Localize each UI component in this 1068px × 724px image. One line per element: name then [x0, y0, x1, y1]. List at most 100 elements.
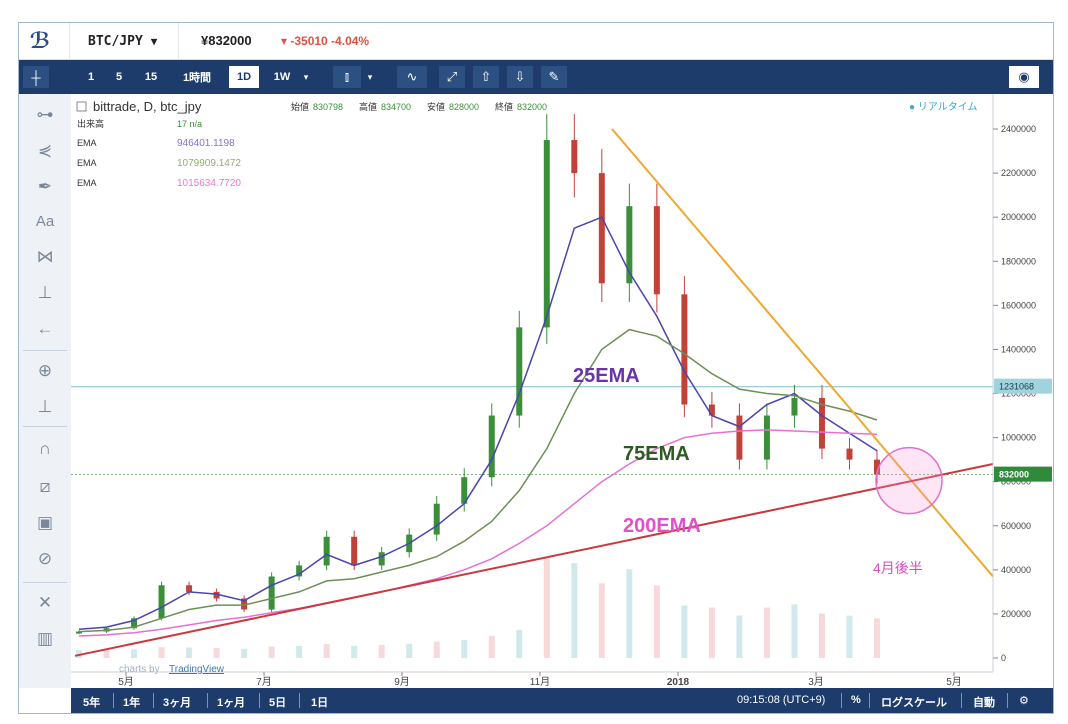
- candle-body: [736, 415, 743, 460]
- fork-tool-icon[interactable]: ⋞: [37, 141, 53, 160]
- x-tick-label: 9月: [394, 676, 410, 688]
- crosshair-icon[interactable]: ┼: [23, 66, 49, 88]
- x-tick-label: 3月: [808, 676, 824, 688]
- interval-1h[interactable]: 1時間: [182, 72, 212, 84]
- candle-body: [598, 173, 605, 284]
- ema-label: EMA: [77, 158, 97, 168]
- hide-icon[interactable]: ⊘: [37, 549, 53, 568]
- price-chart[interactable]: 0200000400000600000800000100000012000001…: [71, 94, 1053, 688]
- percent-toggle[interactable]: %: [851, 694, 861, 706]
- pattern-tool-icon[interactable]: ⋈: [36, 247, 54, 266]
- range-5y[interactable]: 5年: [83, 697, 101, 709]
- interval-5[interactable]: 5: [115, 71, 123, 83]
- y-tick-label: 2000000: [1001, 212, 1036, 222]
- volume-bar: [296, 645, 303, 658]
- watermark-brand[interactable]: TradingView: [169, 664, 225, 675]
- volume-bar: [213, 648, 220, 658]
- upload-icon[interactable]: ⇧: [473, 66, 499, 88]
- ohlc-label: 終値: [495, 101, 513, 112]
- symbol-label: BTC/JPY: [88, 33, 143, 49]
- camera-icon[interactable]: ◉: [1009, 66, 1039, 88]
- bottom-divider: [299, 693, 300, 708]
- text-tool-icon[interactable]: Aa: [35, 212, 55, 230]
- stay-drawing-icon[interactable]: ⧄: [39, 477, 51, 496]
- volume-bar: [406, 643, 413, 658]
- candle-body: [158, 585, 165, 619]
- volume-bar: [763, 607, 770, 658]
- candle-body: [874, 459, 880, 475]
- sidebar-divider: [23, 350, 67, 351]
- y-tick-label: 400000: [1001, 565, 1031, 575]
- log-scale-toggle[interactable]: ログスケール: [881, 697, 947, 709]
- y-tick-label: 800000: [1001, 477, 1031, 487]
- series-line-200ema: [78, 429, 878, 637]
- legend-title: bittrade, D, btc_jpy: [93, 99, 202, 114]
- line-tool-icon[interactable]: ⊶: [36, 105, 54, 124]
- interval-1w[interactable]: 1W: [273, 71, 291, 83]
- last-price: ¥832000: [201, 33, 252, 48]
- candle-body: [846, 448, 853, 460]
- candle-body: [241, 598, 248, 610]
- range-1y[interactable]: 1年: [123, 697, 141, 709]
- volume-bar: [571, 563, 578, 658]
- x-tick-label: 2018: [667, 677, 690, 688]
- zoom-in-icon[interactable]: ⊕: [37, 361, 53, 380]
- download-icon[interactable]: ⇩: [507, 66, 533, 88]
- lock-icon[interactable]: ▣: [36, 513, 54, 532]
- price-change-value: -35010 -4.04%: [290, 34, 370, 48]
- trendline-resistance[interactable]: [611, 128, 994, 578]
- candlestick-icon[interactable]: ⫾: [333, 66, 361, 88]
- volume-bar: [488, 635, 495, 658]
- candle-body: [708, 404, 715, 416]
- annotation-target: 4月後半: [873, 560, 923, 576]
- x-tick-label: 7月: [256, 676, 272, 688]
- fullscreen-icon[interactable]: ⤢: [439, 66, 465, 88]
- volume-bar: [158, 647, 165, 658]
- bittrade-logo-icon[interactable]: ℬ: [29, 28, 51, 53]
- candle-body: [763, 415, 770, 460]
- candle-body: [268, 576, 275, 610]
- chart-type-dropdown-icon[interactable]: ▾: [367, 71, 373, 82]
- remove-tools-icon[interactable]: ✕: [37, 593, 53, 612]
- chart-area[interactable]: 0200000400000600000800000100000012000001…: [71, 94, 1053, 688]
- trendline-support[interactable]: [74, 463, 994, 657]
- eraser-icon[interactable]: ✎: [541, 66, 567, 88]
- measure-icon[interactable]: ⊥: [37, 397, 53, 416]
- candle-body: [131, 618, 138, 629]
- range-3m[interactable]: 3ヶ月: [163, 697, 192, 709]
- fib-tool-icon[interactable]: ⊥: [37, 283, 53, 302]
- range-1d[interactable]: 1日: [311, 697, 329, 709]
- interval-dropdown-icon[interactable]: ▾: [303, 71, 309, 82]
- series-line-75ema: [78, 328, 878, 633]
- arrow-left-icon[interactable]: ←: [36, 319, 54, 338]
- drawing-tools-sidebar: ⊶ ⋞ ✒ Aa ⋈ ⊥ ← ⊕ ⊥ ∩ ⧄ ▣ ⊘ ✕ ▥: [19, 94, 72, 688]
- interval-1d[interactable]: 1D: [229, 66, 259, 88]
- volume-bar: [378, 644, 385, 658]
- target-circle[interactable]: [875, 446, 943, 515]
- volume-bar: [351, 645, 358, 658]
- magnet-icon[interactable]: ∩: [38, 439, 52, 458]
- gear-icon[interactable]: ⚙: [1019, 695, 1029, 707]
- trash-icon[interactable]: ▥: [36, 629, 54, 648]
- interval-15[interactable]: 15: [144, 71, 158, 83]
- top-bar: ℬ BTC/JPY ▼ ¥832000 ▾ -35010 -4.04%: [19, 23, 1053, 60]
- candle-body: [791, 397, 798, 416]
- bottom-divider: [259, 693, 260, 708]
- candle-body: [653, 206, 660, 295]
- volume-bar: [323, 643, 330, 658]
- volume-bar: [626, 569, 633, 658]
- auto-scale-toggle[interactable]: 自動: [973, 697, 995, 709]
- candle-body: [186, 585, 193, 592]
- candle-body: [818, 397, 825, 449]
- collapse-legend-icon[interactable]: [76, 101, 87, 112]
- candle-body: [213, 591, 220, 599]
- symbol-selector[interactable]: BTC/JPY ▼: [69, 23, 179, 59]
- range-5d[interactable]: 5日: [269, 697, 287, 709]
- interval-1[interactable]: 1: [87, 71, 95, 83]
- indicators-icon[interactable]: ∿: [397, 66, 427, 88]
- y-tick-label: 1400000: [1001, 344, 1036, 354]
- range-1m[interactable]: 1ヶ月: [217, 697, 246, 709]
- brush-icon[interactable]: ✒: [37, 177, 53, 196]
- bottom-divider: [207, 693, 208, 708]
- price-badge-horizontal-label: 1231068: [999, 382, 1034, 392]
